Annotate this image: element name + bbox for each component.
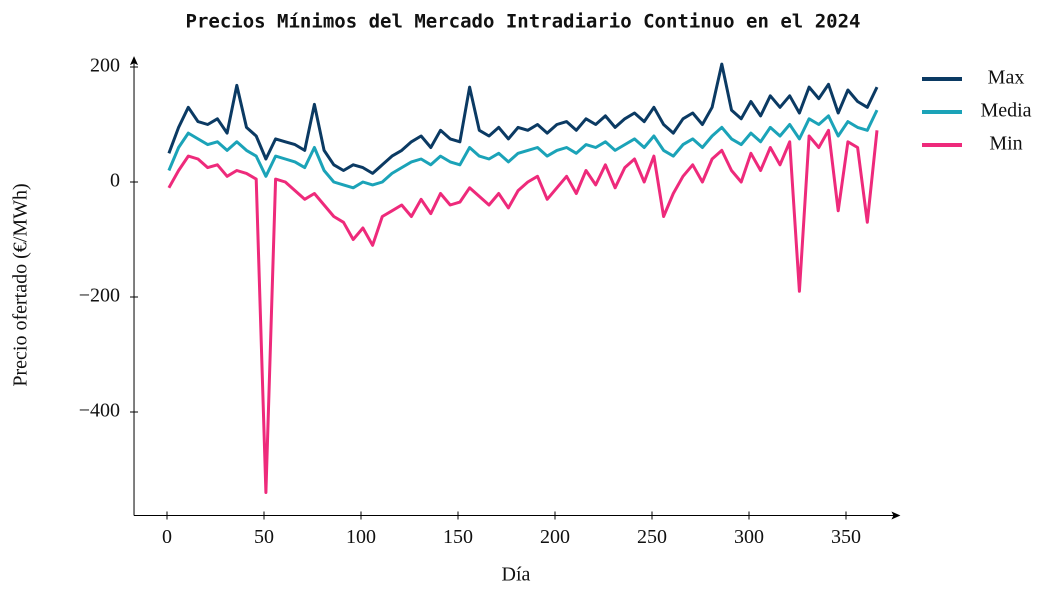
y-tick-label: 200: [90, 55, 120, 77]
y-tick-label: 0: [110, 170, 120, 192]
x-tick-label: 200: [540, 526, 570, 548]
legend-label: Min: [989, 133, 1022, 155]
legend-label: Media: [980, 100, 1031, 122]
x-tick-label: 350: [831, 526, 861, 548]
x-tick-label: 0: [162, 526, 172, 548]
chart-title: Precios Mínimos del Mercado Intradiario …: [186, 11, 861, 33]
chart: Precios Mínimos del Mercado Intradiario …: [0, 0, 1046, 589]
y-axis-label: Precio ofertado (€/MWh): [10, 183, 32, 386]
y-tick-label: −400: [79, 400, 120, 422]
series-line: [169, 130, 877, 492]
x-tick-label: 250: [637, 526, 667, 548]
x-tick-label: 300: [734, 526, 764, 548]
legend-label: Max: [988, 67, 1025, 89]
x-tick-label: 150: [443, 526, 473, 548]
x-tick-label: 50: [254, 526, 274, 548]
y-tick-label: −200: [79, 285, 120, 307]
x-axis-label: Día: [502, 564, 531, 586]
x-tick-label: 100: [346, 526, 376, 548]
